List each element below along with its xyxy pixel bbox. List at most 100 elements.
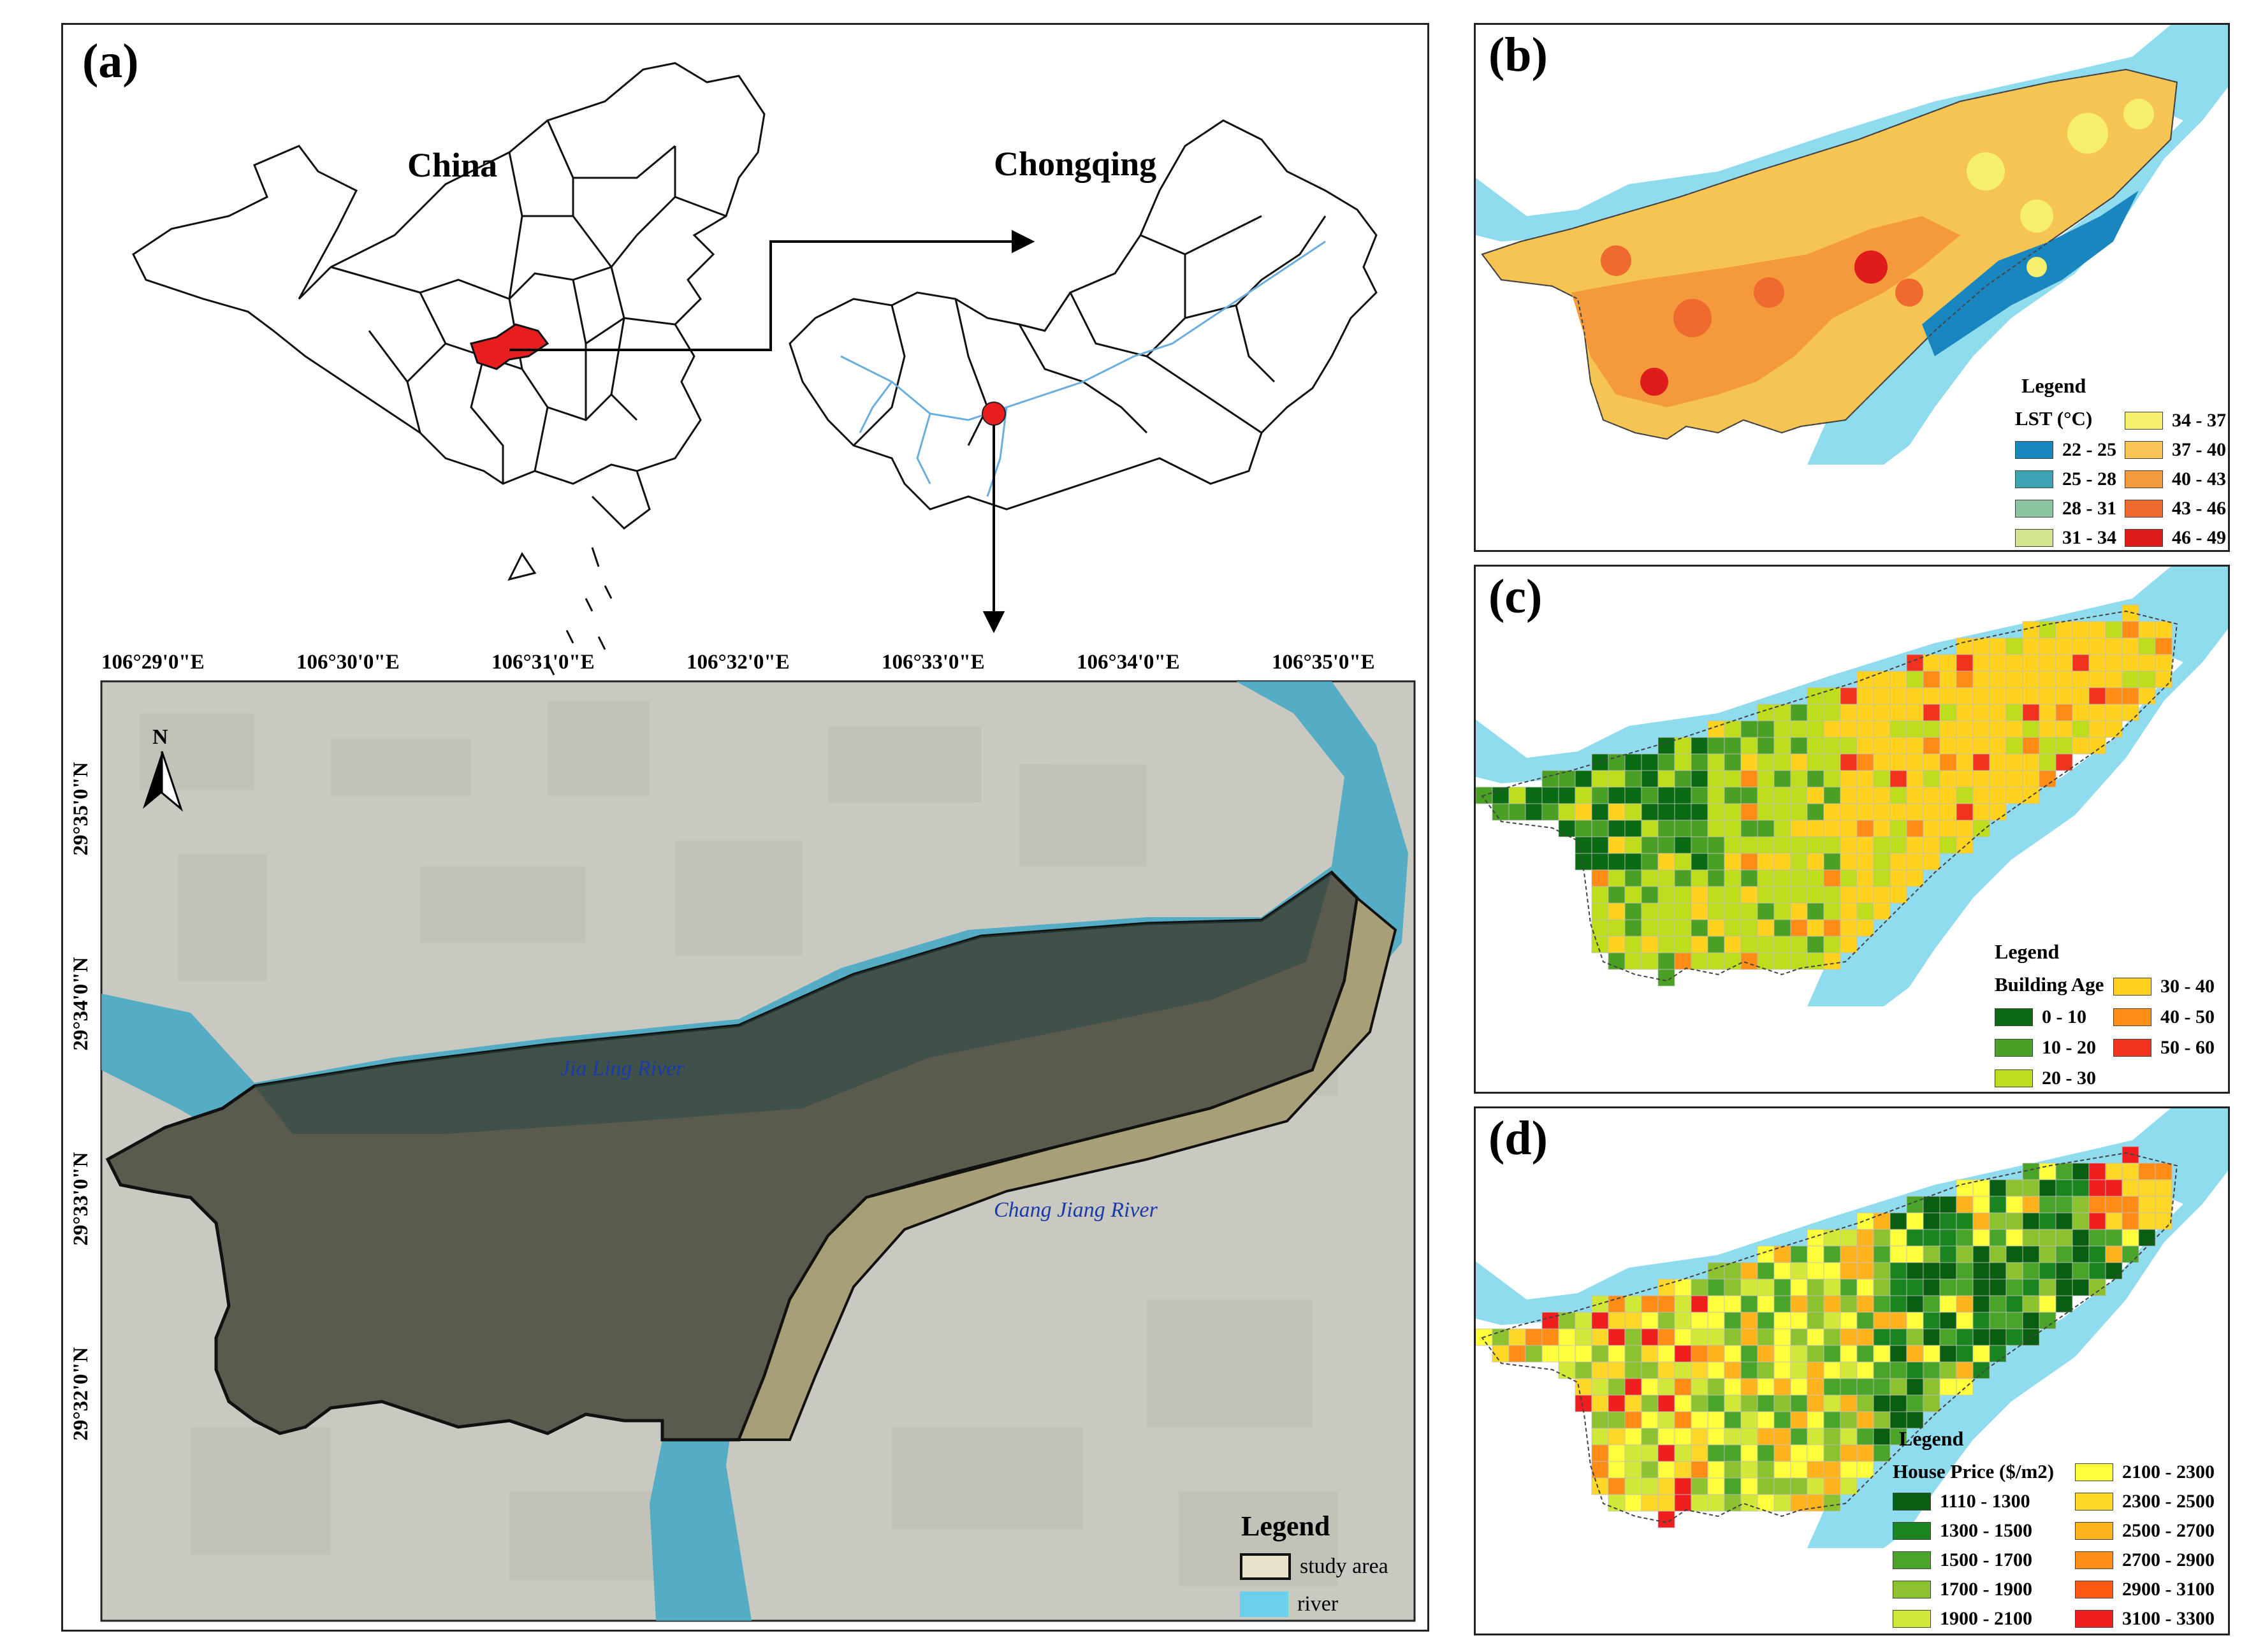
grid-cell bbox=[1740, 1477, 1758, 1495]
grid-cell bbox=[1956, 803, 1974, 821]
grid-cell bbox=[1790, 770, 1808, 788]
grid-cell bbox=[2122, 704, 2139, 721]
grid-cell bbox=[2122, 604, 2139, 622]
panel-b-legend-subtitle: LST (°C) bbox=[2015, 407, 2093, 430]
grid-cell bbox=[1939, 803, 1957, 821]
grid-cell bbox=[1989, 803, 2007, 821]
grid-cell bbox=[1873, 869, 1891, 887]
grid-cell bbox=[1823, 737, 1841, 755]
grid-cell bbox=[1807, 853, 1824, 871]
grid-cell bbox=[1923, 803, 1940, 821]
grid-cell bbox=[1923, 654, 1940, 672]
grid-cell bbox=[1657, 886, 1675, 904]
grid-cell bbox=[1674, 737, 1692, 755]
grid-cell bbox=[1889, 1378, 1907, 1396]
grid-cell bbox=[1691, 1312, 1708, 1330]
grid-cell bbox=[1873, 1428, 1891, 1446]
grid-cell bbox=[1691, 1345, 1708, 1363]
grid-cell bbox=[1773, 753, 1791, 771]
grid-cell bbox=[1674, 1378, 1692, 1396]
grid-cell bbox=[1956, 720, 1974, 738]
grid-cell bbox=[1674, 786, 1692, 804]
price-class-10: 3100 - 3300 bbox=[2075, 1608, 2215, 1630]
lst-class-7: 43 - 46 bbox=[2125, 498, 2226, 519]
lat-tick: 29°35'0"N bbox=[69, 762, 92, 855]
grid-cell bbox=[2039, 1312, 2056, 1330]
grid-cell bbox=[2122, 1179, 2139, 1197]
grid-cell bbox=[1707, 886, 1725, 904]
grid-cell bbox=[1707, 1428, 1725, 1446]
grid-cell bbox=[1856, 836, 1874, 854]
grid-cell bbox=[2138, 1196, 2156, 1214]
grid-cell bbox=[1624, 803, 1642, 821]
grid-cell bbox=[1873, 670, 1891, 688]
grid-cell bbox=[1608, 1444, 1626, 1462]
grid-cell bbox=[1740, 886, 1758, 904]
grid-cell bbox=[1724, 853, 1742, 871]
grid-cell bbox=[1972, 1212, 1990, 1230]
grid-cell bbox=[1989, 753, 2007, 771]
grid-cell bbox=[1939, 1262, 1957, 1280]
panel-d-legend-title: Legend bbox=[1899, 1427, 1964, 1450]
grid-cell bbox=[1657, 1345, 1675, 1363]
grid-cell bbox=[1923, 737, 1940, 755]
grid-cell bbox=[1624, 1378, 1642, 1396]
grid-cell bbox=[1873, 1328, 1891, 1346]
grid-cell bbox=[1856, 704, 1874, 721]
grid-cell bbox=[2022, 704, 2040, 721]
grid-cell bbox=[1674, 1477, 1692, 1495]
grid-cell bbox=[1558, 803, 1576, 821]
grid-cell bbox=[1757, 919, 1775, 937]
grid-cell bbox=[2022, 654, 2040, 672]
grid-cell bbox=[1956, 1262, 1974, 1280]
grid-cell bbox=[1724, 836, 1742, 854]
grid-cell bbox=[1657, 737, 1675, 755]
grid-cell bbox=[2088, 670, 2106, 688]
grid-cell bbox=[2039, 704, 2056, 721]
grid-cell bbox=[1873, 1279, 1891, 1296]
grid-cell bbox=[2055, 637, 2073, 655]
grid-cell bbox=[2088, 1262, 2106, 1280]
grid-cell bbox=[1724, 803, 1742, 821]
grid-cell bbox=[1757, 1345, 1775, 1363]
grid-cell bbox=[1674, 1411, 1692, 1429]
grid-cell bbox=[1923, 786, 1940, 804]
grid-cell bbox=[1823, 720, 1841, 738]
grid-cell bbox=[1757, 737, 1775, 755]
legend-label: 1300 - 1500 bbox=[1940, 1520, 2032, 1541]
grid-cell bbox=[1641, 836, 1659, 854]
grid-cell bbox=[1757, 1312, 1775, 1330]
grid-cell bbox=[1840, 919, 1858, 937]
grid-cell bbox=[1790, 869, 1808, 887]
grid-cell bbox=[1972, 820, 1990, 837]
grid-cell bbox=[2039, 637, 2056, 655]
grid-cell bbox=[1823, 1444, 1841, 1462]
grid-cell bbox=[2155, 621, 2173, 639]
grid-cell bbox=[1823, 1378, 1841, 1396]
grid-cell bbox=[2122, 670, 2139, 688]
grid-cell bbox=[1724, 720, 1742, 738]
grid-cell bbox=[1823, 1494, 1841, 1512]
legend-label: 1500 - 1700 bbox=[1940, 1549, 2032, 1570]
grid-cell bbox=[1740, 1444, 1758, 1462]
grid-cell bbox=[1624, 1461, 1642, 1479]
grid-cell bbox=[1773, 1345, 1791, 1363]
grid-cell bbox=[2088, 637, 2106, 655]
grid-cell bbox=[1939, 720, 1957, 738]
grid-cell bbox=[2105, 1245, 2123, 1263]
grid-cell bbox=[1972, 654, 1990, 672]
grid-cell bbox=[1873, 836, 1891, 854]
grid-cell bbox=[1691, 1477, 1708, 1495]
grid-cell bbox=[1591, 1428, 1609, 1446]
grid-cell bbox=[1956, 1245, 1974, 1263]
grid-cell bbox=[1608, 1361, 1626, 1379]
grid-cell bbox=[2022, 770, 2040, 788]
grid-cell bbox=[1657, 1494, 1675, 1512]
grid-cell bbox=[1674, 753, 1692, 771]
grid-cell bbox=[1906, 687, 1924, 705]
house-price-grid bbox=[1476, 1146, 2173, 1528]
lst-class-4: 34 - 37 bbox=[2125, 410, 2226, 431]
grid-cell bbox=[1674, 1279, 1692, 1296]
grid-cell bbox=[1757, 1444, 1775, 1462]
grid-cell bbox=[1889, 704, 1907, 721]
